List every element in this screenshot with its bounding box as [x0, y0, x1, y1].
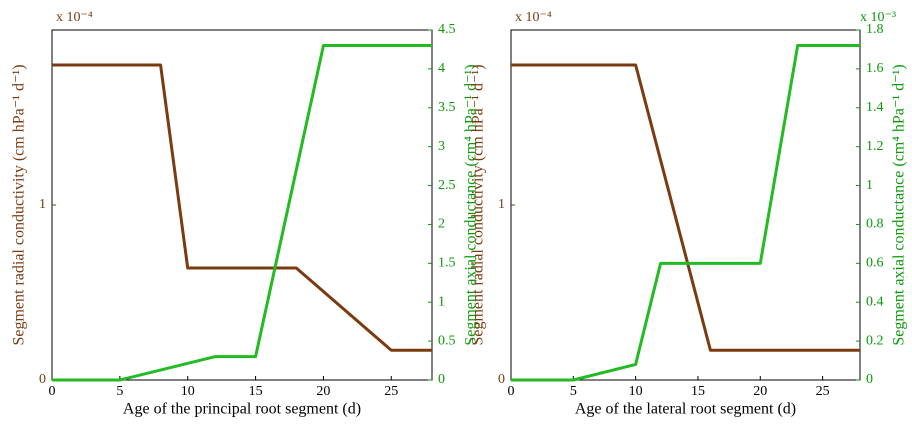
x-tick-label: 5 [116, 384, 123, 399]
y2-tick-label: 0.6 [866, 256, 884, 271]
y2-tick-label: 1.5 [438, 256, 456, 271]
y2-tick-label: 0 [438, 372, 445, 387]
y2-tick-label: 0.2 [866, 333, 884, 348]
y-multiplier: x 10⁻⁴ [515, 10, 552, 25]
y2-tick-label: 4.5 [438, 22, 456, 37]
y-tick-label: 0 [39, 372, 46, 387]
y-axis-label: Segment radial conductivity (cm hPa⁻¹ d⁻… [11, 64, 28, 345]
y2-tick-label: 0 [866, 372, 873, 387]
x-tick-label: 25 [816, 384, 830, 399]
data-line [511, 44, 860, 382]
x-axis-label: Age of the lateral root segment (d) [575, 401, 796, 418]
data-line [52, 44, 432, 382]
y2-tick-label: 0.5 [438, 333, 456, 348]
data-line [52, 63, 432, 352]
x-tick-label: 20 [753, 384, 767, 399]
x-axis-label: Age of the principal root segment (d) [123, 401, 361, 418]
data-line [511, 63, 860, 352]
y2-tick-label: 3 [438, 139, 445, 154]
y2-axis-label: Segment axial conductance (cm⁴ hPa⁻¹ d⁻¹… [891, 64, 908, 345]
y2-tick-label: 1.8 [866, 22, 884, 37]
y-multiplier: x 10⁻⁴ [56, 10, 93, 25]
y-axis-label: Segment radial conductivity (cm hPa⁻¹ d⁻… [470, 64, 487, 345]
y2-tick-label: 0.8 [866, 217, 884, 232]
y2-tick-label: 1.4 [866, 100, 884, 115]
y2-tick-label: 2.5 [438, 178, 456, 193]
x-tick-label: 15 [691, 384, 705, 399]
x-tick-label: 5 [570, 384, 577, 399]
y2-multiplier: x 10⁻³ [860, 10, 896, 25]
x-tick-label: 10 [181, 384, 195, 399]
plot-frame [51, 29, 433, 381]
y2-tick-label: 2 [438, 217, 445, 232]
y2-tick-label: 1.2 [866, 139, 884, 154]
x-tick-label: 25 [384, 384, 398, 399]
x-tick-label: 15 [249, 384, 263, 399]
plot-frame [510, 29, 861, 381]
x-tick-label: 10 [629, 384, 643, 399]
y-tick-label: 0 [498, 372, 505, 387]
y-tick-label: 1 [39, 197, 46, 212]
y2-tick-label: 1.6 [866, 61, 884, 76]
y2-tick-label: 3.5 [438, 100, 456, 115]
y2-tick-label: 1 [438, 294, 445, 309]
y-tick-label: 1 [498, 197, 505, 212]
y2-tick-label: 0.4 [866, 294, 884, 309]
x-tick-label: 0 [508, 384, 515, 399]
x-tick-label: 0 [49, 384, 56, 399]
y2-tick-label: 1 [866, 178, 873, 193]
y2-axis-label: Segment axial conductance (cm⁴ hPa⁻¹ d⁻¹… [463, 64, 480, 345]
x-tick-label: 20 [316, 384, 330, 399]
y2-tick-label: 4 [438, 61, 445, 76]
